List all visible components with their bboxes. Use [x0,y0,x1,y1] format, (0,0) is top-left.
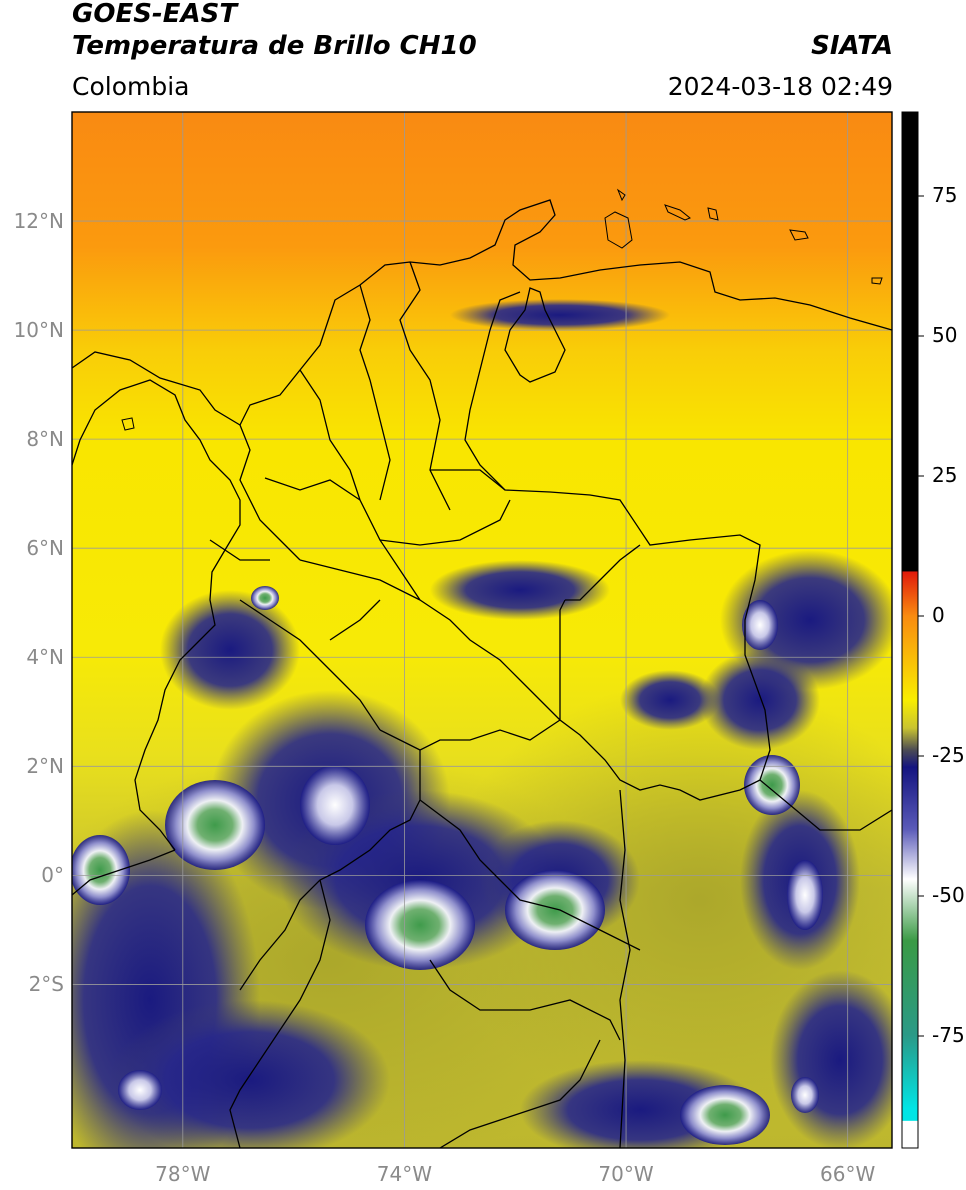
lat-tick-label: 2°N [26,754,64,779]
colorbar-tick-label: -75 [932,1023,965,1047]
colorbar-tick-label: 25 [932,463,958,487]
lat-tick-label: 10°N [13,318,64,343]
satellite-imagery [72,112,892,1148]
colorbar-tick-label: -50 [932,883,965,907]
datetime-label: 2024-03-18 02:49 [667,72,893,101]
colorbar-tick-label: -25 [932,743,965,767]
agency-label: SIATA [811,31,893,61]
lat-tick-label: 12°N [13,209,64,234]
colorbar-tick-label: 75 [932,183,958,207]
colorbar [901,111,924,1149]
lon-tick-label: 74°W [376,1162,433,1186]
lon-tick-label: 70°W [598,1162,654,1186]
satellite-title: GOES-EAST [72,0,238,29]
islands [121,188,883,431]
lon-tick-label: 66°W [820,1162,876,1186]
lat-tick-label: 6°N [26,536,64,561]
country-borders [72,199,892,1148]
map-frame [71,111,893,1149]
colorbar-tick-label: 0 [932,603,945,627]
cold-cloud-tops [72,586,823,1145]
lat-tick-label: 2°S [28,972,64,997]
colorbar-tick-label: 50 [932,323,958,347]
lat-tick-label: 4°N [26,645,64,670]
lat-tick-label: 0° [41,863,64,888]
graticule [72,112,892,1148]
region-label: Colombia [72,72,190,101]
product-title: Temperatura de Brillo CH10 [72,31,477,61]
lat-tick-label: 8°N [26,427,64,452]
lon-tick-label: 78°W [155,1162,211,1186]
